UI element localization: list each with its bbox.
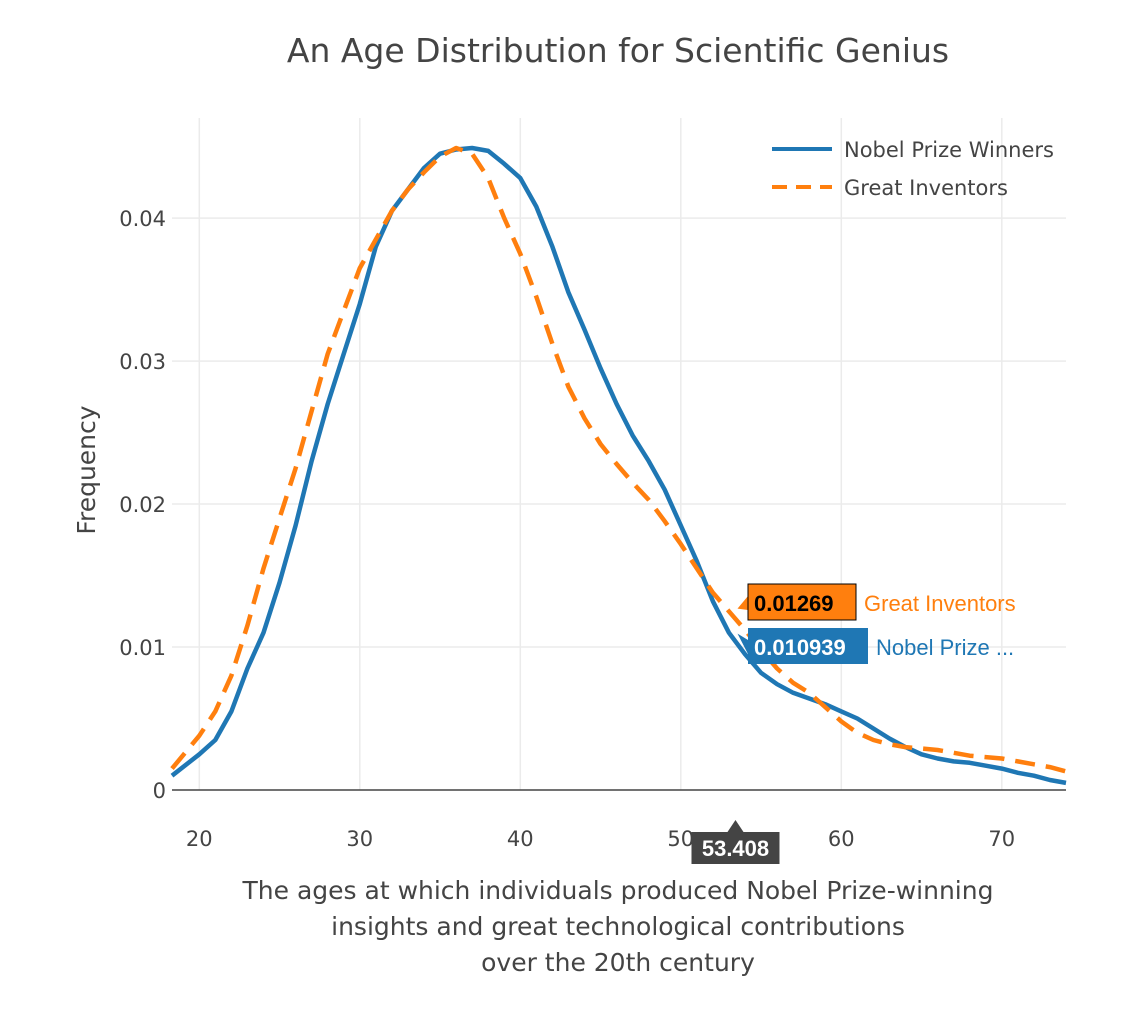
legend-item-inventors[interactable]: Great Inventors	[772, 176, 1008, 200]
legend-label-nobel: Nobel Prize Winners	[844, 138, 1054, 162]
legend[interactable]: Nobel Prize Winners Great Inventors	[772, 138, 1054, 200]
y-tick-label-0.03: 0.03	[119, 350, 166, 374]
hover-tooltip: 53.408 0.01269 Great Inventors 0.010939 Nobe…	[691, 583, 1016, 864]
hover-name-nobel: Nobel Prize ...	[876, 635, 1014, 660]
x-tick-label-70: 70	[988, 827, 1015, 851]
y-tick-label-0.02: 0.02	[119, 493, 166, 517]
hover-value-inventors: 0.01269	[754, 591, 834, 616]
x-axis-title-line-3: over the 20th century	[481, 948, 755, 977]
hover-x-pointer	[727, 820, 744, 832]
y-tick-label-0.01: 0.01	[119, 636, 166, 660]
hover-pointer-nobel	[737, 633, 748, 654]
y-tick-labels: 0 0.01 0.02 0.03 0.04	[119, 207, 166, 803]
hover-box-inventors	[747, 583, 857, 621]
series-line-nobel	[170, 145, 1067, 786]
hover-value-nobel: 0.010939	[754, 635, 846, 660]
x-tick-label-20: 20	[186, 827, 213, 851]
y-tick-label-0.04: 0.04	[119, 207, 166, 231]
x-tick-label-60: 60	[828, 827, 855, 851]
x-tick-labels: 20 30 40 50 60 70	[186, 827, 1015, 851]
y-axis-title: Frequency	[72, 405, 101, 534]
chart-title: An Age Distribution for Scientific Geniu…	[287, 31, 949, 70]
x-tick-label-50: 50	[667, 827, 694, 851]
hover-name-inventors: Great Inventors	[864, 591, 1016, 616]
legend-label-inventors: Great Inventors	[844, 176, 1008, 200]
series-layer	[170, 145, 1067, 786]
x-axis-title: The ages at which individuals produced N…	[242, 876, 994, 977]
x-axis-title-line-1: The ages at which individuals produced N…	[242, 876, 994, 905]
hover-x-box	[691, 832, 780, 864]
y-tick-label-0: 0	[153, 779, 166, 803]
gridlines	[172, 118, 1066, 790]
hover-box-nobel	[748, 628, 868, 664]
hover-pointer-inventors	[737, 596, 748, 610]
hover-x-label: 53.408	[702, 836, 769, 861]
x-tick-label-40: 40	[507, 827, 534, 851]
legend-item-nobel[interactable]: Nobel Prize Winners	[772, 138, 1054, 162]
series-line-inventors	[170, 145, 1067, 774]
x-axis-title-line-2: insights and great technological contrib…	[331, 912, 905, 941]
x-tick-label-30: 30	[346, 827, 373, 851]
